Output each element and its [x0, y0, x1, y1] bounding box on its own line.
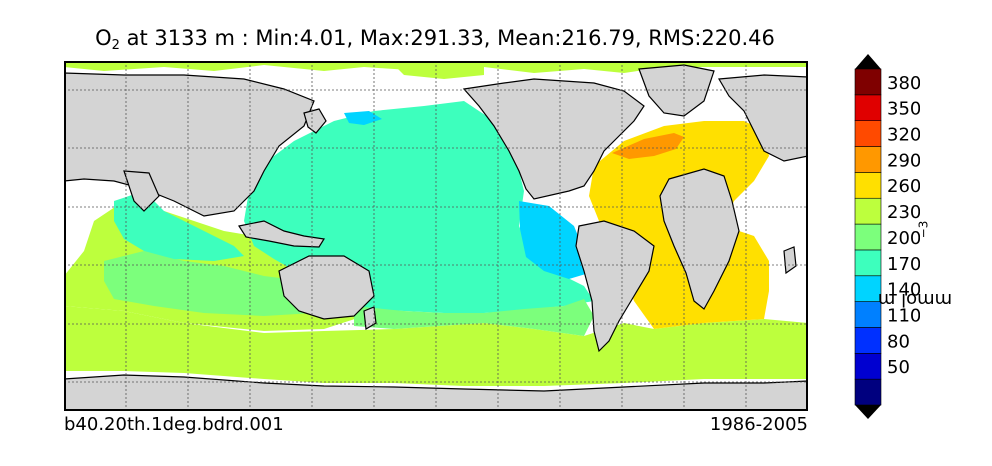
colorbar-tick-label: 230 [887, 202, 920, 223]
title-variable: O [95, 26, 112, 50]
colorbar-min-extension [855, 405, 881, 419]
land-new-zealand [363, 306, 377, 330]
colorbar: 380 350 320 290 260 230 200 170 140 110 80 50 [854, 54, 920, 419]
south-pacific-field [354, 299, 594, 336]
title-subscript: 2 [111, 38, 120, 53]
land-eurasia-east [718, 74, 808, 162]
land-north-america [462, 78, 645, 200]
colorbar-segment [854, 146, 882, 173]
colorbar-segment [854, 275, 882, 302]
land-greenland [638, 64, 715, 117]
indian-ocean-mid-field [104, 251, 344, 316]
colorbar-segment [854, 301, 882, 328]
land-africa [659, 168, 740, 310]
colorbar-tick-label: 50 [887, 357, 910, 378]
colorbar-tick-label: 380 [887, 73, 920, 94]
colorbar-segment [854, 120, 882, 147]
map-border [64, 61, 808, 411]
colorbar-tick-label: 260 [887, 176, 920, 197]
colorbar-segment [854, 94, 882, 121]
map-title: O2 at 3133 m : Min:4.01, Max:291.33, Mea… [0, 26, 870, 53]
period-label: 1986-2005 [709, 414, 808, 435]
units-exponent: −3 [916, 220, 931, 239]
east-pacific-field [519, 201, 589, 279]
nw-pacific-patch [344, 111, 382, 125]
colorbar-segment [854, 197, 882, 225]
colorbar-segment [854, 68, 882, 96]
colorbar-segment [854, 223, 882, 251]
units-base: mmol m [877, 289, 953, 310]
colorbar-tick-label: 200 [887, 228, 920, 249]
colorbar-segment [854, 172, 882, 199]
land-indonesia [238, 220, 325, 248]
colorbar-tick-label: 320 [887, 125, 920, 146]
ocean-map [64, 61, 808, 411]
land-madagascar [783, 246, 797, 275]
title-stats: at 3133 m : Min:4.01, Max:291.33, Mean:2… [119, 26, 775, 50]
north-atlantic-high-field [612, 133, 684, 159]
colorbar-segment [854, 249, 882, 277]
colorbar-tick-label: 80 [887, 331, 910, 352]
case-name-label: b40.20th.1deg.bdrd.001 [64, 414, 284, 435]
land-australia [278, 255, 375, 320]
norwegian-sea-field [394, 65, 484, 79]
colorbar-max-extension [855, 54, 881, 69]
colorbar-tick-label: 170 [887, 254, 920, 275]
land-japan [303, 108, 327, 134]
colorbar-segment [854, 353, 882, 380]
colorbar-tick-label: 110 [887, 305, 920, 326]
colorbar-tick-label: 140 [887, 280, 920, 301]
colorbar-segment [854, 327, 882, 354]
colorbar-tick-label: 350 [887, 99, 920, 120]
land-india [123, 170, 160, 212]
land-south-america [575, 220, 655, 353]
colorbar-segment [854, 378, 882, 406]
colorbar-tick-label: 290 [887, 150, 920, 171]
